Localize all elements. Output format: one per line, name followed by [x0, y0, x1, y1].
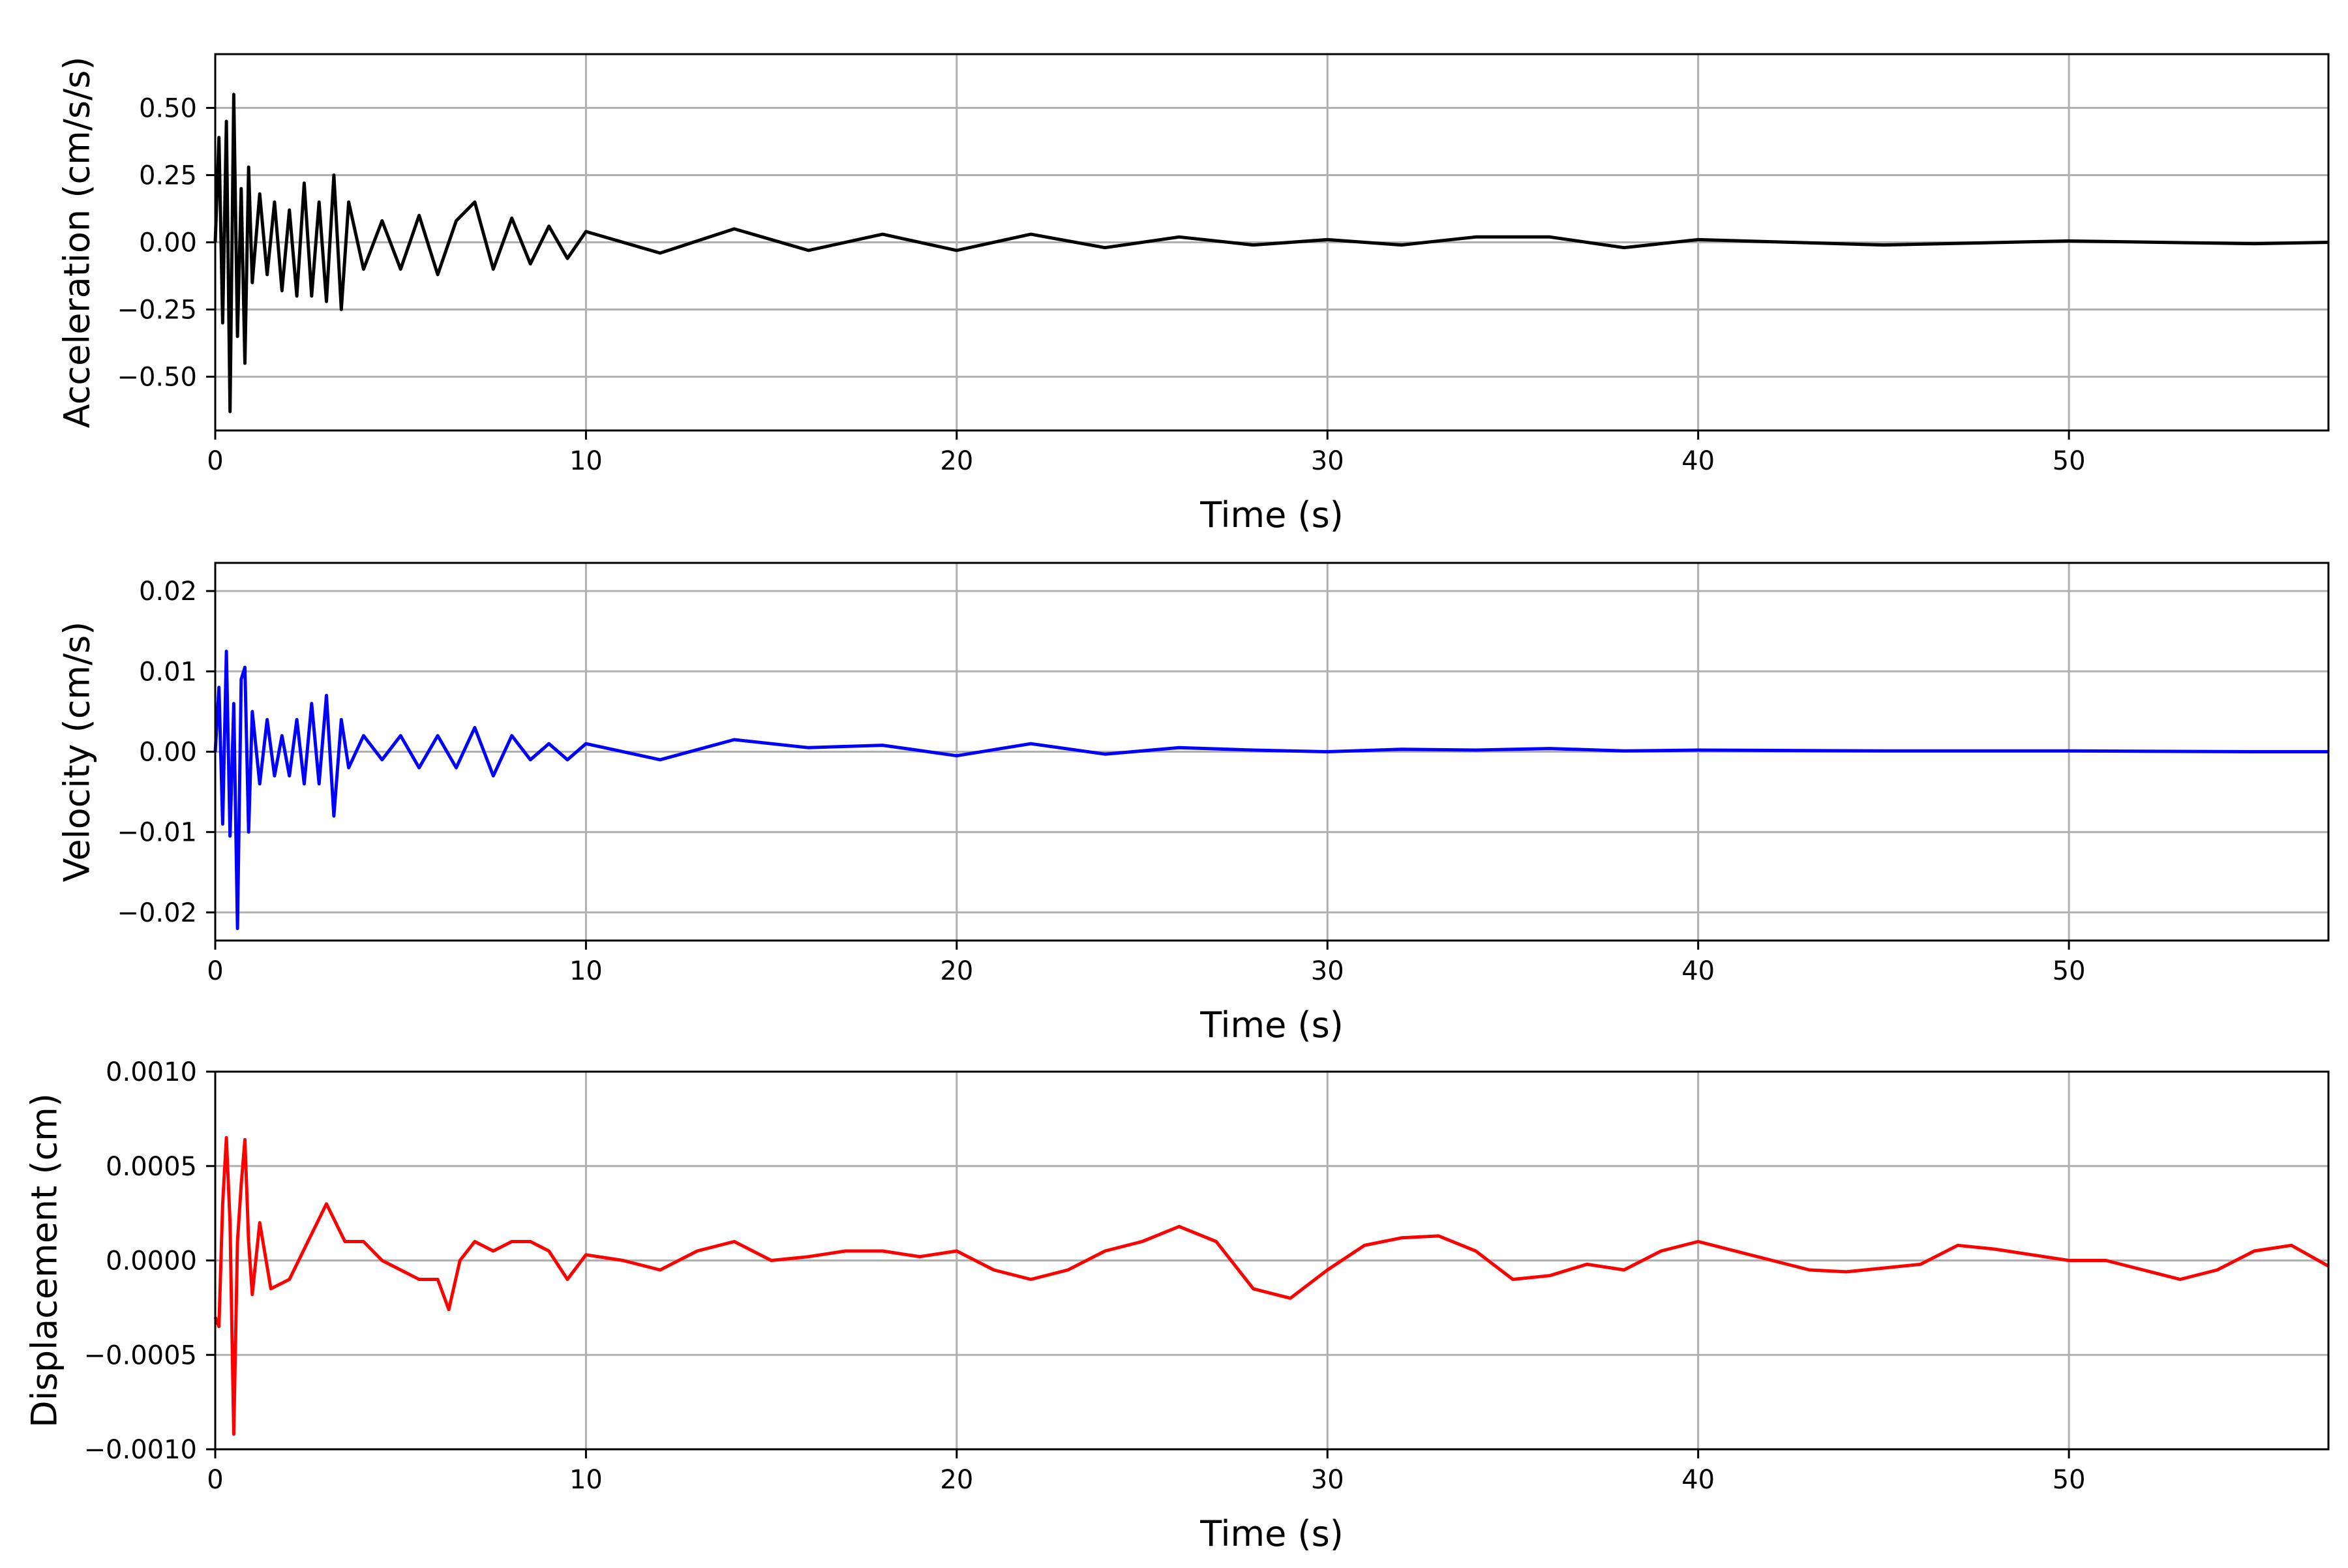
acceleration-series-line	[213, 93, 2329, 414]
velocity-x-ticks: 0 10 20 30 40 50	[207, 941, 2086, 986]
velocity-x-tick-label: 10	[569, 956, 603, 986]
acceleration-y-tick-label: 0.50	[139, 93, 197, 123]
velocity-x-tick-label: 0	[207, 956, 223, 986]
displacement-x-tick-label: 0	[207, 1465, 223, 1495]
displacement-series-line	[213, 1136, 2330, 1436]
velocity-panel: 0 10 20 30 40 50 −0.02 −0.01 0.00 0.01 0.02 Time …	[57, 562, 2330, 1046]
displacement-series	[213, 1136, 2330, 1436]
velocity-y-tick-label: −0.01	[117, 818, 197, 848]
velocity-y-ticks: −0.02 −0.01 0.00 0.01 0.02	[117, 577, 215, 928]
displacement-y-ticks: −0.0010 −0.0005 0.0000 0.0005 0.0010	[84, 1057, 215, 1465]
velocity-y-tick-label: −0.02	[117, 898, 197, 928]
acceleration-x-tick-label: 50	[2053, 446, 2086, 476]
displacement-x-tick-label: 20	[940, 1465, 973, 1495]
displacement-y-tick-label: 0.0000	[106, 1246, 197, 1276]
velocity-x-tick-label: 30	[1311, 956, 1344, 986]
velocity-series-line	[213, 650, 2328, 930]
acceleration-series	[213, 93, 2329, 414]
acceleration-y-tick-label: 0.25	[139, 160, 197, 190]
displacement-y-tick-label: −0.0005	[84, 1340, 197, 1370]
displacement-x-ticks: 0 10 20 30 40 50	[207, 1449, 2086, 1495]
acceleration-x-axis-label: Time (s)	[1199, 494, 1344, 535]
displacement-x-tick-label: 10	[569, 1465, 603, 1495]
velocity-x-tick-label: 50	[2053, 956, 2086, 986]
velocity-y-tick-label: 0.01	[139, 657, 197, 687]
acceleration-y-tick-label: 0.00	[139, 228, 197, 258]
displacement-y-axis-label: Displacement (cm)	[24, 1093, 65, 1428]
velocity-x-axis-label: Time (s)	[1199, 1004, 1344, 1046]
acceleration-y-tick-label: −0.50	[117, 363, 197, 393]
acceleration-x-ticks: 0 10 20 30 40 50	[207, 430, 2086, 476]
displacement-panel: 0 10 20 30 40 50 −0.0010 −0.0005 0.0000 0.0005 0.…	[24, 1057, 2330, 1554]
acceleration-y-axis-label: Acceleration (cm/s/s)	[57, 57, 98, 429]
velocity-y-tick-label: 0.02	[139, 577, 197, 607]
displacement-y-tick-label: 0.0005	[106, 1152, 197, 1182]
velocity-y-tick-label: 0.00	[139, 738, 197, 768]
velocity-series	[213, 650, 2328, 930]
velocity-y-axis-label: Velocity (cm/s)	[57, 622, 98, 882]
displacement-y-tick-label: 0.0010	[106, 1057, 197, 1087]
acceleration-x-tick-label: 10	[569, 446, 603, 476]
acceleration-panel: 0 10 20 30 40 50 −0.50 −0.25 0.00 0.25 0.50 Time …	[57, 53, 2330, 535]
displacement-x-tick-label: 50	[2053, 1465, 2086, 1495]
acceleration-y-ticks: −0.50 −0.25 0.00 0.25 0.50	[117, 93, 215, 393]
acceleration-x-tick-label: 40	[1681, 446, 1715, 476]
displacement-x-tick-label: 40	[1681, 1465, 1715, 1495]
acceleration-x-tick-label: 0	[207, 446, 223, 476]
acceleration-x-tick-label: 20	[940, 446, 973, 476]
displacement-x-tick-label: 30	[1311, 1465, 1344, 1495]
acceleration-x-tick-label: 30	[1311, 446, 1344, 476]
displacement-y-tick-label: −0.0010	[84, 1435, 197, 1465]
velocity-x-tick-label: 40	[1681, 956, 1715, 986]
displacement-x-axis-label: Time (s)	[1199, 1513, 1344, 1554]
acceleration-y-tick-label: −0.25	[117, 295, 197, 325]
velocity-x-tick-label: 20	[940, 956, 973, 986]
